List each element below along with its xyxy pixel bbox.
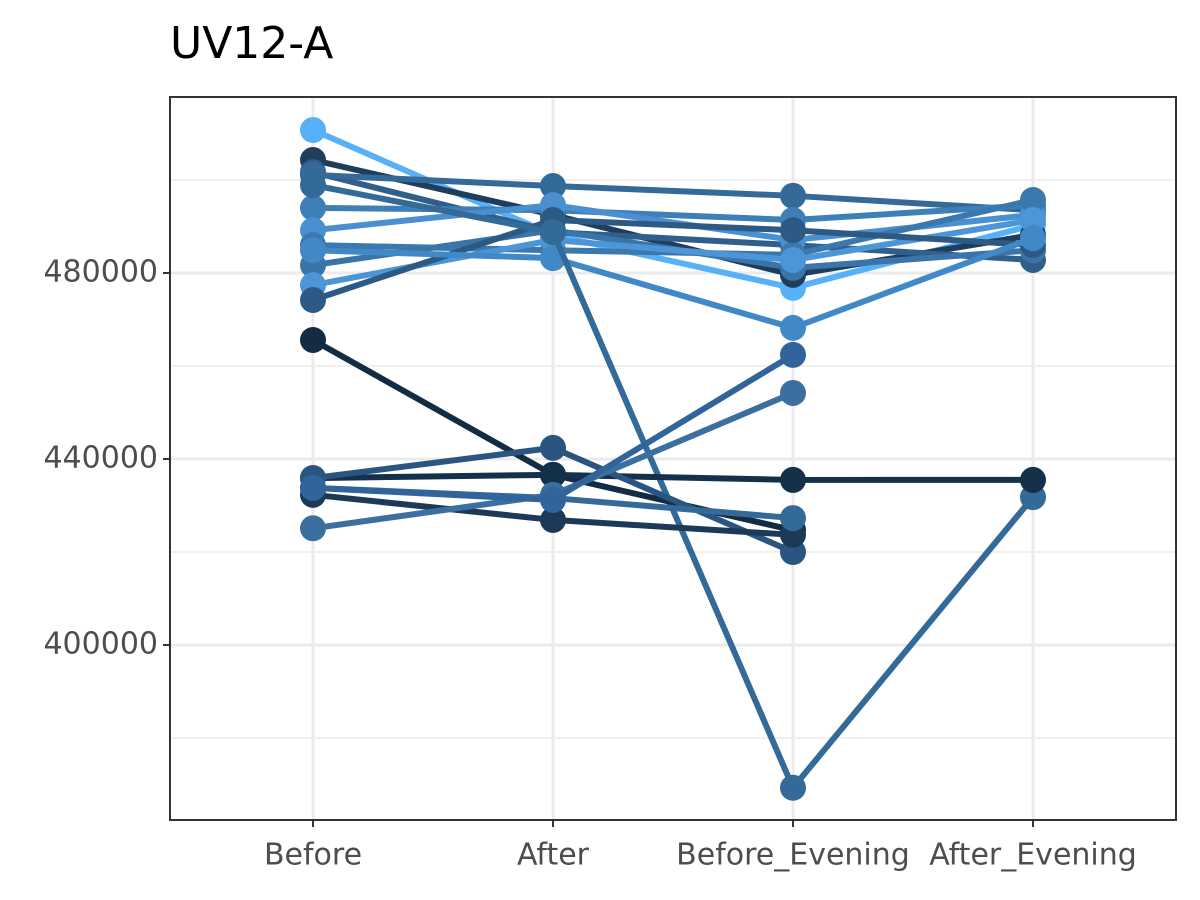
point [300, 237, 326, 264]
chart-title: UV12-A [170, 18, 333, 69]
point [540, 461, 566, 488]
point [780, 246, 806, 273]
x-tick-label: Before_Evening [676, 838, 910, 873]
point [780, 466, 806, 493]
series-line [312, 471, 1033, 483]
point [540, 486, 566, 513]
series-line [312, 171, 1034, 214]
y-tick-label: 440000 [43, 441, 158, 476]
point [300, 172, 326, 199]
point [1020, 225, 1046, 252]
point [1020, 187, 1046, 214]
point [540, 506, 566, 533]
point [780, 217, 806, 244]
point [780, 505, 806, 532]
point [780, 379, 806, 406]
point [780, 341, 806, 368]
series-line [312, 169, 1034, 263]
point [1020, 206, 1046, 233]
y-tick-label: 480000 [43, 255, 158, 290]
point [300, 515, 326, 542]
point [540, 434, 566, 461]
point [780, 182, 806, 209]
plot-border [169, 96, 1177, 821]
y-tick-label: 400000 [43, 627, 158, 662]
point [780, 774, 806, 801]
series-line [312, 216, 1034, 303]
point [300, 326, 326, 353]
point [300, 117, 326, 144]
point [300, 194, 326, 221]
point [300, 286, 326, 313]
point [540, 173, 566, 200]
x-tick-label: After_Evening [929, 838, 1137, 873]
point [300, 474, 326, 501]
point [540, 219, 566, 246]
x-tick-label: After [517, 838, 590, 873]
series-line [312, 235, 1035, 332]
point [780, 314, 806, 341]
point [1020, 466, 1046, 493]
x-tick-label: Before [264, 838, 362, 873]
